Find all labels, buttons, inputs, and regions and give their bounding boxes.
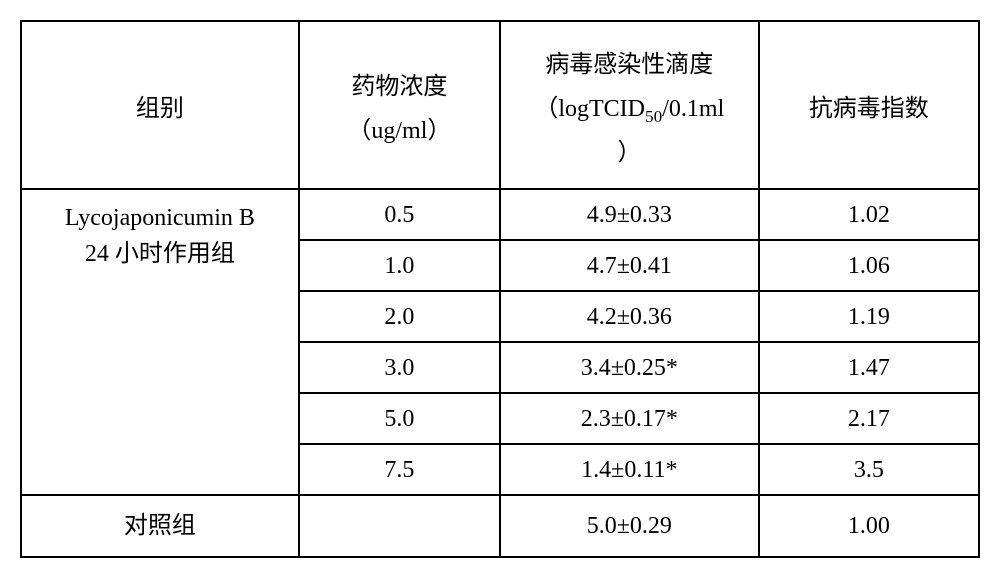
data-table-container: 组别 药物浓度 （ug/ml） 病毒感染性滴度 （logTCID50/0.1ml… bbox=[20, 20, 980, 558]
titer-l2-pre: （logTCID bbox=[534, 96, 645, 122]
cell-conc: 7.5 bbox=[299, 444, 500, 495]
control-index: 1.00 bbox=[759, 495, 979, 557]
control-titer: 5.0±0.29 bbox=[500, 495, 759, 557]
cell-titer: 1.4±0.11* bbox=[500, 444, 759, 495]
cell-titer: 3.4±0.25* bbox=[500, 342, 759, 393]
control-row: 对照组 5.0±0.29 1.00 bbox=[21, 495, 979, 557]
antiviral-data-table: 组别 药物浓度 （ug/ml） 病毒感染性滴度 （logTCID50/0.1ml… bbox=[20, 20, 980, 558]
titer-l2-post: /0.1ml bbox=[662, 96, 724, 122]
cell-index: 2.17 bbox=[759, 393, 979, 444]
cell-conc: 5.0 bbox=[299, 393, 500, 444]
table-header-row: 组别 药物浓度 （ug/ml） 病毒感染性滴度 （logTCID50/0.1ml… bbox=[21, 21, 979, 189]
col-header-group-label: 组别 bbox=[22, 83, 298, 127]
cell-conc: 3.0 bbox=[299, 342, 500, 393]
table-row: Lycojaponicumin B 24 小时作用组 0.5 4.9±0.33 … bbox=[21, 189, 979, 240]
col-header-concentration: 药物浓度 （ug/ml） bbox=[299, 21, 500, 189]
cell-index: 1.47 bbox=[759, 342, 979, 393]
col-header-conc-line1: 药物浓度 bbox=[300, 61, 499, 105]
cell-index: 3.5 bbox=[759, 444, 979, 495]
cell-index: 1.02 bbox=[759, 189, 979, 240]
cell-titer: 2.3±0.17* bbox=[500, 393, 759, 444]
col-header-titer-line3: ） bbox=[501, 127, 758, 171]
cell-titer: 4.7±0.41 bbox=[500, 240, 759, 291]
control-group: 对照组 bbox=[21, 495, 299, 557]
cell-index: 1.19 bbox=[759, 291, 979, 342]
cell-titer: 4.2±0.36 bbox=[500, 291, 759, 342]
group-cell: Lycojaponicumin B 24 小时作用组 bbox=[21, 189, 299, 495]
cell-conc: 1.0 bbox=[299, 240, 500, 291]
titer-l2-sub: 50 bbox=[645, 107, 662, 126]
col-header-conc-line2: （ug/ml） bbox=[300, 105, 499, 149]
col-header-group: 组别 bbox=[21, 21, 299, 189]
col-header-titer-line2: （logTCID50/0.1ml bbox=[501, 83, 758, 127]
group-label-line2: 24 小时作用组 bbox=[22, 236, 298, 272]
col-header-titer-line1: 病毒感染性滴度 bbox=[501, 39, 758, 83]
cell-conc: 2.0 bbox=[299, 291, 500, 342]
cell-titer: 4.9±0.33 bbox=[500, 189, 759, 240]
control-conc bbox=[299, 495, 500, 557]
col-header-index: 抗病毒指数 bbox=[759, 21, 979, 189]
cell-conc: 0.5 bbox=[299, 189, 500, 240]
col-header-titer: 病毒感染性滴度 （logTCID50/0.1ml ） bbox=[500, 21, 759, 189]
cell-index: 1.06 bbox=[759, 240, 979, 291]
group-label-line1: Lycojaponicumin B bbox=[22, 200, 298, 236]
col-header-index-label: 抗病毒指数 bbox=[760, 83, 978, 127]
